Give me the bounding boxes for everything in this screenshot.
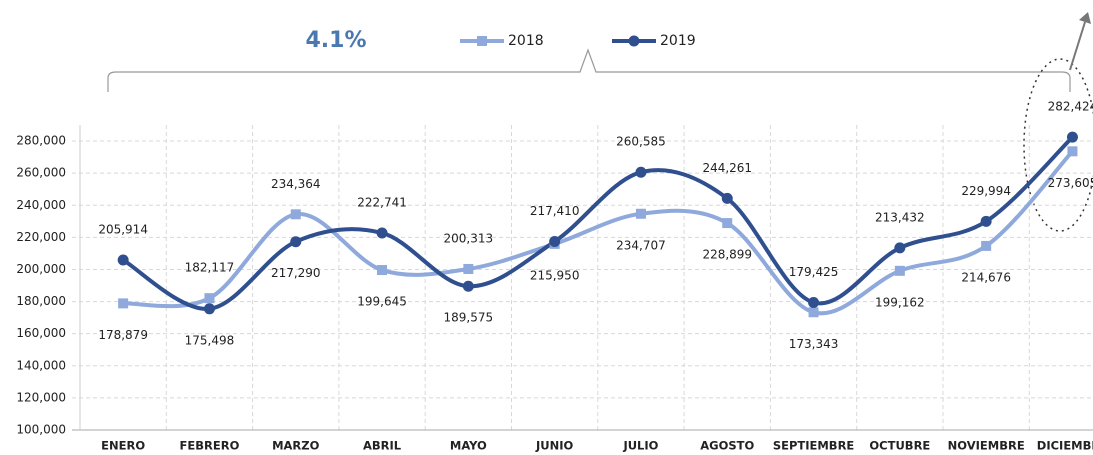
- y-tick-label: 160,000: [16, 326, 66, 340]
- y-tick-label: 220,000: [16, 230, 66, 244]
- data-label: 189,575: [444, 311, 494, 325]
- marker: [981, 240, 992, 251]
- marker: [1066, 131, 1078, 143]
- marker: [376, 227, 388, 239]
- marker: [290, 236, 302, 248]
- x-tick-label: SEPTIEMBRE: [773, 439, 855, 453]
- data-label: 234,707: [616, 238, 666, 252]
- data-label: 260,585: [616, 135, 666, 149]
- data-label: 234,364: [271, 177, 321, 191]
- y-tick-label: 200,000: [16, 262, 66, 276]
- data-label: 222,741: [357, 195, 407, 209]
- data-label: 199,645: [357, 295, 407, 309]
- x-tick-label: OCTUBRE: [869, 439, 930, 453]
- marker: [377, 265, 388, 276]
- data-label: 179,425: [789, 265, 839, 279]
- marker: [894, 242, 906, 254]
- marker: [635, 208, 646, 219]
- bracket: [107, 48, 1071, 92]
- legend-label: 2019: [660, 33, 696, 49]
- annotation: 4.1%: [305, 28, 366, 53]
- data-label: 217,410: [530, 204, 580, 218]
- x-tick-label: ENERO: [101, 439, 145, 453]
- data-label: 205,914: [98, 222, 148, 236]
- x-tick-label: MARZO: [272, 439, 320, 453]
- x-tick-label: DICIEMBRE: [1037, 439, 1093, 453]
- legend-marker: [628, 35, 640, 47]
- legend-label: 2018: [508, 33, 544, 49]
- data-label: 214,676: [961, 270, 1011, 284]
- marker: [203, 303, 215, 315]
- marker: [808, 307, 819, 318]
- data-label: 178,879: [98, 328, 148, 342]
- y-tick-label: 240,000: [16, 198, 66, 212]
- y-tick-label: 120,000: [16, 390, 66, 404]
- marker: [463, 263, 474, 274]
- x-tick-label: AGOSTO: [700, 439, 754, 453]
- x-tick-label: ABRIL: [363, 439, 402, 453]
- marker: [290, 209, 301, 220]
- marker: [462, 280, 474, 292]
- arrow: [1069, 21, 1086, 71]
- marker: [722, 218, 733, 229]
- data-label: 175,498: [185, 333, 235, 347]
- x-tick-label: NOVIEMBRE: [948, 439, 1025, 453]
- data-label: 217,290: [271, 266, 321, 280]
- y-tick-label: 100,000: [16, 423, 66, 437]
- data-label: 213,432: [875, 210, 925, 224]
- data-label: 244,261: [702, 161, 752, 175]
- x-tick-label: JULIO: [622, 439, 658, 453]
- marker: [1067, 146, 1078, 157]
- data-label: 200,313: [444, 231, 494, 245]
- arrow-head: [1079, 12, 1091, 24]
- marker: [118, 298, 129, 309]
- x-tick-label: JUNIO: [535, 439, 574, 453]
- marker: [204, 293, 215, 304]
- data-label: 182,117: [185, 261, 235, 275]
- marker: [808, 297, 820, 309]
- marker: [635, 166, 647, 178]
- data-label: 282,424: [1048, 100, 1093, 114]
- marker: [894, 265, 905, 276]
- data-label: 229,994: [961, 184, 1011, 198]
- x-tick-label: MAYO: [450, 439, 487, 453]
- y-tick-label: 280,000: [16, 134, 66, 148]
- highlight-ellipse: [1023, 58, 1093, 232]
- line-series: [123, 149, 1074, 316]
- marker: [980, 215, 992, 227]
- y-tick-label: 140,000: [16, 358, 66, 372]
- data-label: 215,950: [530, 268, 580, 282]
- data-label: 199,162: [875, 295, 925, 309]
- marker: [549, 236, 561, 248]
- marker: [117, 254, 129, 266]
- data-label: 228,899: [702, 248, 752, 262]
- y-tick-label: 260,000: [16, 166, 66, 180]
- data-label: 273,605: [1048, 176, 1093, 190]
- legend-marker: [477, 36, 487, 46]
- data-label: 173,343: [789, 337, 839, 351]
- line-series: [122, 135, 1074, 311]
- x-tick-label: FEBRERO: [180, 439, 240, 453]
- y-tick-label: 180,000: [16, 294, 66, 308]
- marker: [721, 192, 733, 204]
